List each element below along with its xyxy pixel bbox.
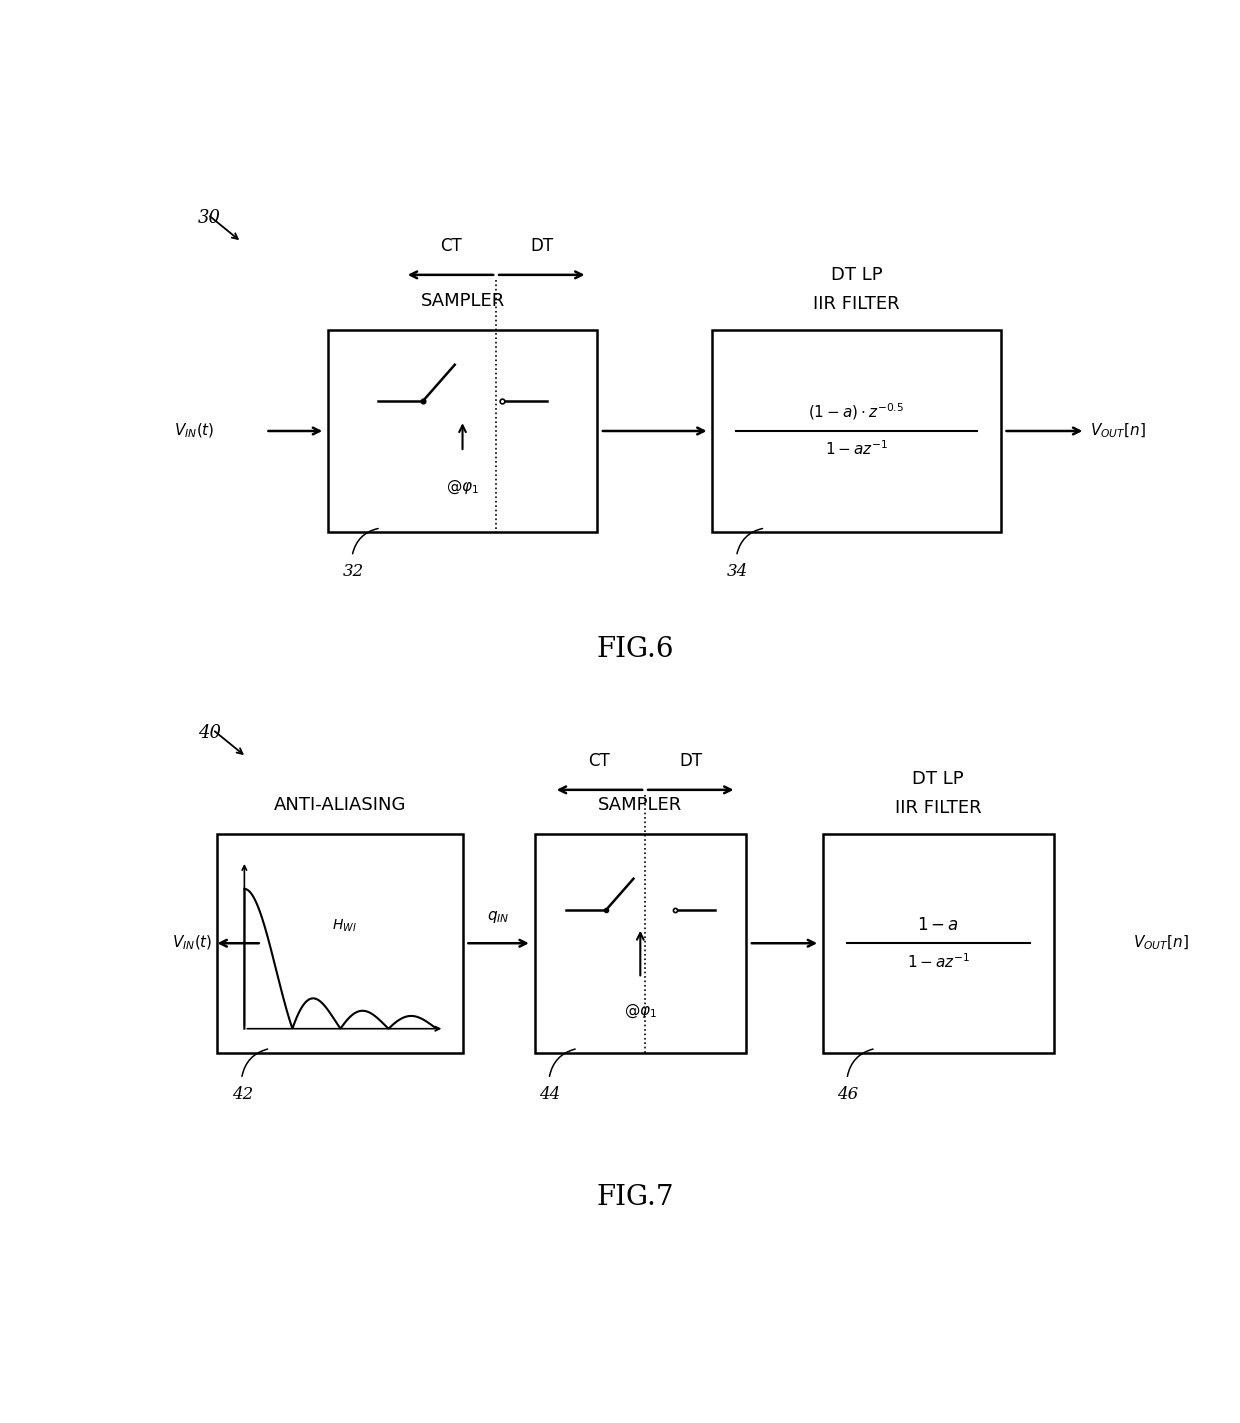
Text: SAMPLER: SAMPLER [420,292,505,310]
Text: FIG.6: FIG.6 [596,636,675,663]
Text: CT: CT [440,238,461,255]
Text: 32: 32 [342,564,363,581]
Text: 30: 30 [198,209,221,228]
Text: 46: 46 [837,1086,858,1103]
Text: DT: DT [531,238,553,255]
Text: $@\varphi_1$: $@\varphi_1$ [624,1002,657,1020]
Text: 44: 44 [539,1086,560,1103]
Text: $V_{IN}(t)$: $V_{IN}(t)$ [172,933,213,952]
Text: $V_{IN}(t)$: $V_{IN}(t)$ [174,421,215,440]
Bar [823,834,1054,1053]
Bar [217,834,463,1053]
Text: IIR FILTER: IIR FILTER [895,800,982,817]
Text: SAMPLER: SAMPLER [598,795,682,814]
Text: $@\varphi_1$: $@\varphi_1$ [446,478,479,495]
Text: $1-az^{-1}$: $1-az^{-1}$ [906,952,970,970]
Text: 42: 42 [232,1086,253,1103]
Text: $(1-a)\cdot z^{-0.5}$: $(1-a)\cdot z^{-0.5}$ [808,401,904,423]
Text: DT LP: DT LP [831,266,883,283]
Text: 40: 40 [198,724,221,741]
Text: IIR FILTER: IIR FILTER [813,295,900,313]
Text: FIG.7: FIG.7 [596,1184,675,1211]
Text: $1-az^{-1}$: $1-az^{-1}$ [825,440,888,458]
Text: CT: CT [589,753,610,770]
Text: ANTI-ALIASING: ANTI-ALIASING [274,795,407,814]
Text: $q_{IN}$: $q_{IN}$ [487,909,510,925]
Text: $H_{WI}$: $H_{WI}$ [332,918,357,933]
Bar [534,834,746,1053]
Text: 34: 34 [727,564,748,581]
Text: DT: DT [680,753,702,770]
Text: $V_{OUT}[n]$: $V_{OUT}[n]$ [1090,421,1146,440]
Text: $1-a$: $1-a$ [918,918,960,935]
Text: DT LP: DT LP [913,770,963,788]
Bar [712,330,1001,532]
Text: $V_{OUT}[n]$: $V_{OUT}[n]$ [1133,933,1189,952]
Bar [327,330,598,532]
